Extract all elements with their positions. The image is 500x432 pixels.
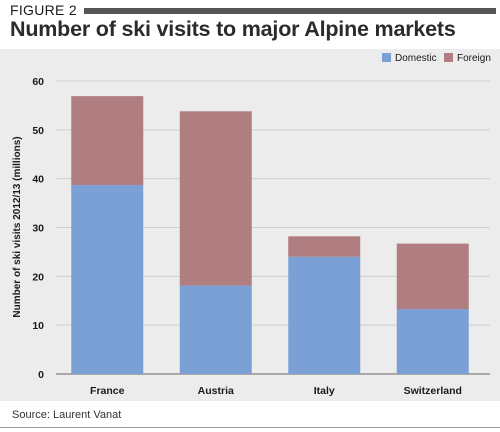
- bar-foreign: [71, 96, 144, 186]
- x-tick-label: Switzerland: [404, 385, 462, 397]
- y-tick-label: 0: [38, 369, 44, 381]
- y-tick-label: 60: [32, 76, 44, 88]
- y-tick-label: 30: [32, 223, 44, 235]
- stacked-bar-chart: 0 10 20 30 40 50 60 France Austria Italy Switzerl…: [12, 53, 491, 397]
- x-tick-label: Italy: [314, 385, 335, 397]
- source-note: Source: Laurent Vanat: [12, 409, 122, 421]
- legend-label: Domestic: [395, 53, 437, 64]
- figure-label-rule: [84, 8, 496, 14]
- y-tick-label: 40: [32, 174, 44, 186]
- legend: Domestic Foreign: [382, 53, 491, 64]
- bar-domestic: [71, 185, 144, 374]
- y-tick-label: 10: [32, 320, 44, 332]
- x-axis-ticks: France Austria Italy Switzerland: [90, 385, 462, 397]
- y-tick-label: 50: [32, 125, 44, 137]
- y-tick-label: 20: [32, 271, 44, 283]
- legend-label: Foreign: [457, 53, 491, 64]
- legend-swatch: [382, 53, 391, 62]
- bar-domestic: [288, 256, 361, 374]
- bar-domestic: [179, 285, 252, 374]
- figure-label: FIGURE 2: [10, 2, 77, 18]
- legend-swatch: [444, 53, 453, 62]
- y-axis-label: Number of ski visits 2012/13 (millions): [12, 136, 23, 317]
- y-axis-ticks: 0 10 20 30 40 50 60: [32, 76, 44, 381]
- chart-title: Number of ski visits to major Alpine mar…: [10, 17, 456, 41]
- x-tick-label: Austria: [198, 385, 234, 397]
- x-tick-label: France: [90, 385, 125, 397]
- bar-domestic: [396, 309, 469, 374]
- bar-foreign: [179, 111, 252, 286]
- bars: [71, 96, 469, 374]
- bar-foreign: [396, 243, 469, 310]
- bar-foreign: [288, 236, 361, 257]
- bottom-rule: [0, 427, 500, 428]
